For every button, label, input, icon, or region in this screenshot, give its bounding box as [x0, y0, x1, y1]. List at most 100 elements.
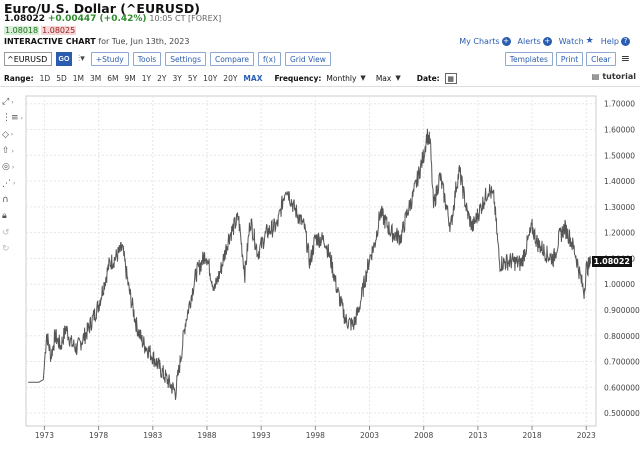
- add-circle-icon: +: [501, 36, 511, 46]
- price-series-line: [28, 128, 592, 400]
- period-select[interactable]: Max: [375, 73, 392, 83]
- lock-tool[interactable]: 🔒︎: [2, 208, 24, 224]
- chart-heading: INTERACTIVE CHART for Tue, Jun 13th, 202…: [4, 37, 189, 46]
- price-change: +0.00447 (+0.42%): [47, 14, 147, 24]
- x-tick-label: 1983: [143, 431, 162, 440]
- range-option-1m[interactable]: 1M: [72, 73, 84, 83]
- print-button[interactable]: Print: [555, 52, 584, 66]
- redo-tool[interactable]: ↻: [2, 241, 24, 257]
- calendar-icon[interactable]: ▦: [444, 72, 457, 84]
- target-icon: ◎: [2, 162, 10, 173]
- watch-link[interactable]: Watch ★: [559, 36, 594, 46]
- watch-label: Watch: [558, 36, 584, 46]
- clear-button[interactable]: Clear: [586, 52, 616, 66]
- frequency-label: Frequency:: [274, 73, 322, 83]
- x-tick-label: 2003: [360, 431, 379, 440]
- range-option-3y[interactable]: 3Y: [172, 73, 182, 83]
- price-chart[interactable]: 0.500000 0.600000 0.700000 0.800000 0.900000…: [0, 86, 640, 451]
- y-tick-label: 1.30000: [604, 203, 635, 212]
- last-price: 1.08022: [4, 14, 45, 24]
- last-value-box: 1.08022: [591, 256, 632, 267]
- star-icon: ★: [585, 36, 594, 46]
- range-option-1y[interactable]: 1Y: [141, 73, 152, 83]
- quote-timestamp: 10:05 CT [FOREX]: [149, 14, 222, 23]
- chart-date: for Tue, Jun 13th, 2023: [98, 37, 190, 46]
- y-tick-label: 0.900000: [604, 306, 640, 315]
- symbol-input[interactable]: [4, 52, 52, 66]
- draw-line-tool[interactable]: ⋮≡ ›: [2, 113, 23, 124]
- grid-view-button[interactable]: Grid View: [284, 52, 331, 66]
- range-option-5d[interactable]: 5D: [56, 73, 67, 83]
- magnet-tool[interactable]: ∩: [2, 192, 24, 208]
- arrow-up-icon: ⇧: [2, 146, 10, 157]
- range-option-20y[interactable]: 20Y: [223, 73, 238, 83]
- x-tick-label: 1978: [89, 431, 108, 440]
- range-bar: Range: 1D 5D 1M 3M 6M 9M 1Y 2Y 3Y 5Y 10Y 20Y MAX Fre…: [4, 71, 636, 85]
- chart-type-icon[interactable]: ⫶▾: [78, 54, 85, 64]
- range-option-max[interactable]: MAX: [243, 73, 263, 83]
- redo-icon: ↻: [2, 243, 10, 254]
- range-option-9m[interactable]: 9M: [124, 73, 136, 83]
- bid-price: 1.08018: [4, 26, 40, 35]
- x-tick-label: 1998: [306, 431, 325, 440]
- help-circle-icon: ?: [621, 36, 630, 46]
- y-tick-label: 0.800000: [604, 332, 640, 341]
- range-option-10y[interactable]: 10Y: [203, 73, 218, 83]
- my-charts-label: My Charts: [459, 36, 500, 46]
- chevron-down-icon[interactable]: ▼: [395, 74, 401, 82]
- arrow-tool[interactable]: ⇧ ›: [2, 146, 14, 157]
- add-circle-icon: +: [542, 36, 552, 46]
- chart-grid: [25, 95, 597, 427]
- frequency-select[interactable]: Monthly: [326, 73, 357, 83]
- pattern-tool[interactable]: ⋰ ›: [2, 178, 16, 189]
- help-label: Help: [600, 36, 619, 46]
- instrument-title: Euro/U.S. Dollar (^EURUSD): [4, 1, 200, 16]
- function-button[interactable]: f(x): [258, 52, 281, 66]
- top-links: My Charts + Alerts + Watch ★ Help?: [459, 36, 630, 46]
- shapes-tool[interactable]: ◇ ›: [2, 129, 14, 140]
- settings-button[interactable]: Settings: [165, 52, 206, 66]
- crosshair-icon: ⤢: [2, 97, 10, 108]
- chevron-down-icon[interactable]: ▼: [360, 74, 366, 82]
- x-tick-label: 1993: [252, 431, 271, 440]
- range-option-2y[interactable]: 2Y: [157, 73, 167, 83]
- templates-button[interactable]: Templates: [504, 52, 553, 66]
- alerts-label: Alerts: [517, 36, 541, 46]
- y-tick-label: 1.00000: [604, 280, 635, 289]
- x-tick-label: 2013: [468, 431, 487, 440]
- y-tick-label: 0.700000: [604, 358, 640, 367]
- date-label: Date:: [416, 73, 440, 83]
- y-tick-label: 1.70000: [604, 100, 635, 109]
- x-tick-label: 2008: [414, 431, 433, 440]
- compare-button[interactable]: Compare: [209, 52, 255, 66]
- range-option-5y[interactable]: 5Y: [187, 73, 198, 83]
- range-option-6m[interactable]: 6M: [107, 73, 119, 83]
- drawing-tools: ⤢ › ⋮≡ › ◇ › ⇧ › ◎ › ⋰ › ∩ 🔒︎ ↺ ↻: [2, 94, 24, 257]
- x-tick-label: 1988: [197, 431, 216, 440]
- y-tick-label: 1.20000: [604, 229, 635, 238]
- chart-label: INTERACTIVE CHART: [4, 37, 96, 46]
- tutorial-link[interactable]: ▤ tutorial: [592, 72, 636, 81]
- menu-icon[interactable]: ≡: [620, 52, 630, 65]
- go-button[interactable]: GO: [56, 52, 72, 66]
- x-tick-label: 2023: [577, 431, 596, 440]
- range-option-3m[interactable]: 3M: [89, 73, 102, 83]
- alerts-link[interactable]: Alerts +: [517, 36, 552, 46]
- undo-tool[interactable]: ↺: [2, 224, 24, 240]
- tutorial-icon: ▤: [591, 72, 600, 81]
- range-option-1d[interactable]: 1D: [39, 73, 51, 83]
- crosshair-tool[interactable]: ⤢ ›: [2, 97, 14, 108]
- range-label: Range:: [4, 73, 34, 83]
- quote-line: 1.08022 +0.00447 (+0.42%) 10:05 CT [FORE…: [4, 14, 221, 24]
- bid-ask: 1.08018 1.08025: [4, 26, 77, 35]
- help-link[interactable]: Help?: [600, 36, 630, 46]
- tools-button[interactable]: Tools: [132, 52, 162, 66]
- undo-icon: ↺: [2, 227, 10, 238]
- x-tick-label: 1973: [35, 431, 54, 440]
- shapes-icon: ◇: [2, 129, 9, 140]
- target-tool[interactable]: ◎ ›: [2, 162, 15, 173]
- add-study-button[interactable]: +Study: [90, 52, 129, 66]
- range-options: 1D 5D 1M 3M 6M 9M 1Y 2Y 3Y 5Y 10Y 20Y MAX: [40, 74, 269, 83]
- my-charts-link[interactable]: My Charts +: [459, 36, 511, 46]
- y-tick-label: 1.60000: [604, 126, 635, 135]
